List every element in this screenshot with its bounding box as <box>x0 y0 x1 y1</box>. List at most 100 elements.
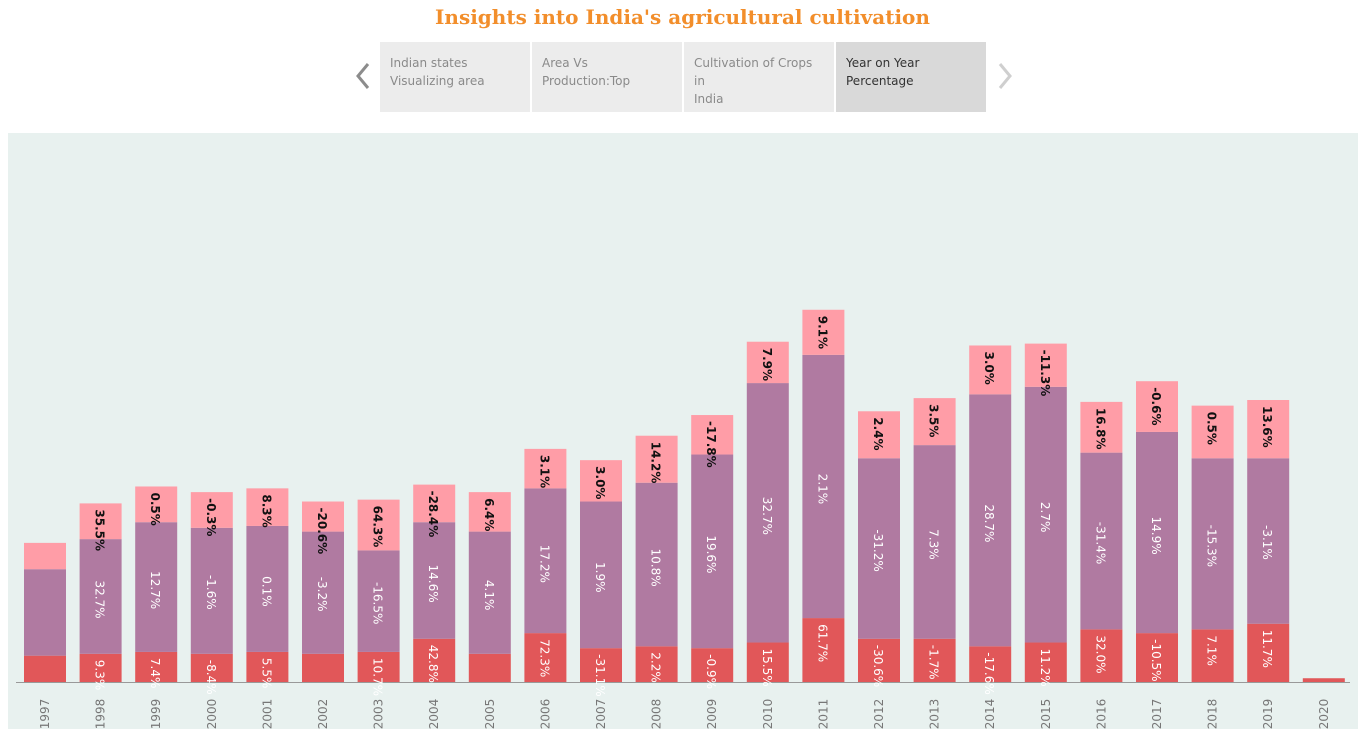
bar-segment-2017-s0[interactable] <box>1136 633 1178 682</box>
bar-segment-2002-s1[interactable] <box>302 531 344 654</box>
tab-year-on-year[interactable]: Year on Year Percentage <box>836 42 986 112</box>
bar-segment-2016-s0[interactable] <box>1080 629 1123 682</box>
data-label-2014-s1: 28.7% <box>982 504 996 542</box>
bar-segment-1999-s1[interactable] <box>135 522 178 652</box>
bar-segment-2012-s2[interactable] <box>858 411 900 459</box>
bar-segment-2008-s1[interactable] <box>635 482 678 647</box>
bar-segment-2010-s0[interactable] <box>746 642 789 682</box>
bar-segment-1999-s2[interactable] <box>135 486 178 523</box>
bar-segment-2014-s1[interactable] <box>969 394 1012 647</box>
bar-segment-2004-s1[interactable] <box>413 522 456 639</box>
data-label-2005-s1: 4.1% <box>482 580 496 611</box>
bar-segment-2005-s0[interactable] <box>468 653 511 682</box>
bar-segment-2016-s2[interactable] <box>1080 401 1123 453</box>
bar-segment-2018-s0[interactable] <box>1191 629 1234 682</box>
tab-indian-states[interactable]: Indian states Visualizing area <box>380 42 530 112</box>
bar-segment-1998-s2[interactable] <box>79 503 122 540</box>
bar-segment-2001-s1[interactable] <box>246 525 289 652</box>
bar-segment-2003-s1[interactable] <box>357 550 400 652</box>
bar-segment-1998-s0[interactable] <box>79 653 122 682</box>
bar-segment-2020-s0[interactable] <box>1302 678 1345 682</box>
bar-segment-2005-s1[interactable] <box>468 531 511 654</box>
bar-segment-2007-s0[interactable] <box>580 648 622 682</box>
bar-segment-2012-s1[interactable] <box>858 458 900 639</box>
bar-segment-2017-s1[interactable] <box>1136 431 1178 634</box>
bar-segment-2007-s2[interactable] <box>580 460 622 502</box>
data-label-2000-s0: -8.4% <box>204 660 218 695</box>
bar-segment-2003-s0[interactable] <box>357 651 400 682</box>
bar-segment-2015-s1[interactable] <box>1024 386 1067 643</box>
data-label-2016-s1: -31.4% <box>1093 522 1107 564</box>
bar-segment-1997-s2[interactable] <box>24 542 66 570</box>
bar-segment-2009-s2[interactable] <box>691 415 734 455</box>
bar-segment-2019-s1[interactable] <box>1247 458 1290 624</box>
prev-story-button[interactable] <box>350 56 378 96</box>
bar-segment-2004-s2[interactable] <box>413 484 456 523</box>
bar-segment-2017-s2[interactable] <box>1136 381 1178 432</box>
bar-segment-2015-s0[interactable] <box>1024 642 1067 682</box>
bar-segment-2004-s0[interactable] <box>413 638 456 682</box>
bar-segment-2010-s2[interactable] <box>746 341 789 384</box>
bar-segment-1999-s0[interactable] <box>135 651 178 682</box>
tab-line2: Production:Top <box>542 74 631 88</box>
bar-segment-2010-s1[interactable] <box>746 383 789 643</box>
chart-area: 1997 9.3% 32.7% 35.5% 1998 7.4% 12.7% 0.5% 1999 -… <box>8 133 1358 729</box>
x-tick-label-2011: 2011 <box>816 699 830 729</box>
bar-segment-2015-s2[interactable] <box>1024 343 1067 387</box>
data-label-2015-s0: 11.2% <box>1038 649 1052 687</box>
bar-segment-2014-s0[interactable] <box>969 646 1012 682</box>
data-label-1999-s1: 12.7% <box>148 571 162 609</box>
bar-segment-2002-s2[interactable] <box>302 501 344 532</box>
data-label-2018-s0: 7.1% <box>1205 635 1219 666</box>
data-label-2009-s2: -17.8% <box>704 421 718 468</box>
bar-segment-2008-s0[interactable] <box>635 646 678 682</box>
bar-segment-2013-s0[interactable] <box>913 638 956 682</box>
bar-segment-2003-s2[interactable] <box>357 499 400 551</box>
story-navigation: Indian states Visualizing area Area Vs P… <box>350 42 1020 114</box>
tab-cultivation-of-crops[interactable]: Cultivation of Crops in India <box>684 42 834 112</box>
bar-segment-1997-s1[interactable] <box>24 569 66 656</box>
bar-segment-2018-s1[interactable] <box>1191 458 1234 630</box>
bar-segment-2006-s0[interactable] <box>524 633 567 682</box>
bar-segment-2019-s2[interactable] <box>1247 400 1290 459</box>
bar-segment-2013-s2[interactable] <box>913 398 956 446</box>
bar-segment-1997-s0[interactable] <box>24 655 66 682</box>
data-label-2006-s1: 17.2% <box>537 545 551 583</box>
bar-segment-2011-s1[interactable] <box>802 354 845 619</box>
x-tick-label-2008: 2008 <box>650 699 664 729</box>
bar-segment-2007-s1[interactable] <box>580 501 622 649</box>
bar-segment-2019-s0[interactable] <box>1247 623 1290 682</box>
bar-segment-2009-s0[interactable] <box>691 648 734 682</box>
bar-segment-2018-s2[interactable] <box>1191 405 1234 459</box>
bar-segment-2006-s1[interactable] <box>524 488 567 634</box>
x-tick-label-1997: 1997 <box>38 699 52 729</box>
data-label-2012-s2: 2.4% <box>871 417 885 450</box>
next-story-button[interactable] <box>990 56 1018 96</box>
bar-segment-2001-s2[interactable] <box>246 488 289 526</box>
bar-segment-2000-s0[interactable] <box>190 653 233 682</box>
bar-segment-2000-s2[interactable] <box>190 492 233 528</box>
x-tick-label-2007: 2007 <box>594 699 608 729</box>
x-tick-label-2009: 2009 <box>705 699 719 729</box>
bar-segment-2014-s2[interactable] <box>969 345 1012 395</box>
bar-segment-2016-s1[interactable] <box>1080 452 1123 630</box>
bar-segment-2011-s0[interactable] <box>802 618 845 682</box>
bar-segment-2009-s1[interactable] <box>691 454 734 649</box>
x-tick-label-2014: 2014 <box>983 699 997 729</box>
x-tick-label-2015: 2015 <box>1039 699 1053 729</box>
x-tick-label-2012: 2012 <box>872 699 886 729</box>
stacked-bar-chart: 1997 9.3% 32.7% 35.5% 1998 7.4% 12.7% 0.5% 1999 -… <box>16 309 1350 729</box>
bar-segment-2012-s0[interactable] <box>858 638 900 682</box>
bar-segment-2005-s2[interactable] <box>468 492 511 532</box>
bar-segment-1998-s1[interactable] <box>79 539 122 654</box>
bar-segment-2002-s0[interactable] <box>302 653 344 682</box>
bar-segment-2000-s1[interactable] <box>190 527 233 654</box>
bar-segment-2001-s0[interactable] <box>246 651 289 682</box>
bar-segment-2013-s1[interactable] <box>913 445 956 639</box>
data-label-2019-s1: -3.1% <box>1260 525 1274 560</box>
tab-area-vs-production[interactable]: Area Vs Production:Top <box>532 42 682 112</box>
chevron-left-icon <box>356 63 370 89</box>
bar-segment-2011-s2[interactable] <box>802 309 845 355</box>
bar-segment-2008-s2[interactable] <box>635 435 678 483</box>
bar-segment-2006-s2[interactable] <box>524 448 567 489</box>
